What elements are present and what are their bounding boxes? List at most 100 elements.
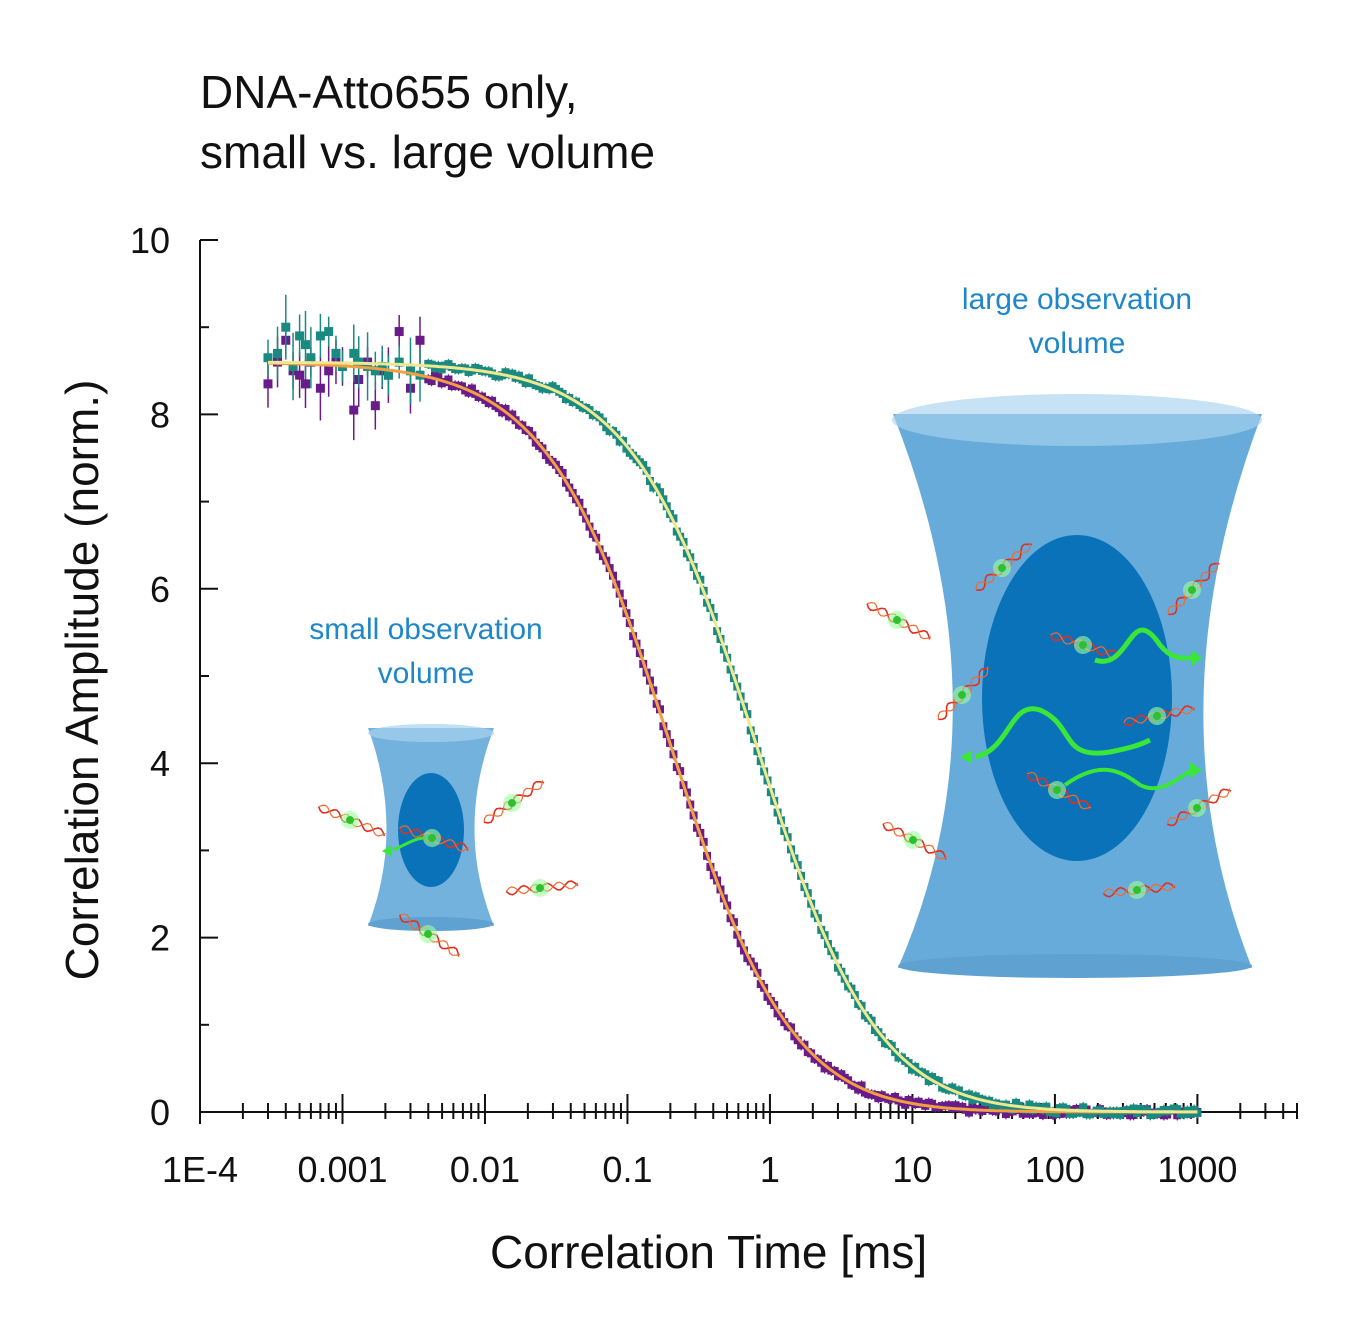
data-point <box>300 379 310 389</box>
fluorophore <box>1079 641 1087 649</box>
dna-molecule <box>1167 561 1220 616</box>
y-tick-label: 10 <box>130 220 170 261</box>
chart-series <box>263 294 1202 1121</box>
data-point <box>377 361 387 371</box>
large-volume-annotation-line-2: volume <box>1028 327 1126 360</box>
data-point <box>394 327 404 337</box>
y-axis-label: Correlation Amplitude (norm.) <box>56 379 108 981</box>
data-point <box>763 992 772 1001</box>
small-volume-annotation: small observation volume <box>278 608 574 696</box>
data-point <box>444 375 453 384</box>
x-axis-label: Correlation Time [ms] <box>490 1226 928 1278</box>
dna-molecule <box>483 780 545 824</box>
y-tick-label: 4 <box>150 743 170 784</box>
data-point <box>295 370 305 380</box>
x-tick-label: 0.001 <box>297 1149 387 1190</box>
x-tick-label: 0.01 <box>450 1149 520 1190</box>
data-point <box>370 401 380 411</box>
data-point <box>281 322 291 332</box>
dna-molecule <box>399 913 461 957</box>
data-point <box>288 361 298 371</box>
chart-title-line-2: small vs. large volume <box>200 126 656 178</box>
dna-molecule <box>1123 705 1195 727</box>
data-point <box>954 1086 963 1095</box>
data-point <box>324 327 334 337</box>
data-point <box>1193 1109 1202 1118</box>
fluorophore <box>958 691 966 699</box>
data-point <box>508 369 517 378</box>
data-point <box>394 357 404 367</box>
dna-molecules <box>317 542 1232 957</box>
data-point <box>315 383 325 393</box>
small-volume-annotation-line-1: small observation <box>309 613 543 646</box>
dna-molecule <box>937 666 990 721</box>
dna-molecule <box>1166 788 1232 827</box>
fluorophore <box>909 836 917 844</box>
data-point <box>558 469 567 478</box>
data-point <box>911 1062 920 1071</box>
data-point <box>315 331 325 341</box>
dna-molecule <box>1026 771 1092 810</box>
data-point <box>488 396 497 405</box>
data-point <box>434 372 443 381</box>
data-point <box>965 1108 974 1117</box>
data-point <box>349 348 359 358</box>
y-tick-label: 6 <box>150 569 170 610</box>
data-point <box>924 1077 933 1086</box>
fluorophore <box>1188 586 1196 594</box>
large-volume-illustration <box>892 394 1262 978</box>
fluorophore <box>1133 886 1141 894</box>
data-point <box>508 410 517 419</box>
data-point <box>405 366 415 376</box>
large-volume-annotation: large observation volume <box>930 278 1224 366</box>
fluorophore <box>1153 712 1161 720</box>
data-point <box>1008 1105 1017 1114</box>
data-point <box>467 384 476 393</box>
x-tick-label: 1000 <box>1157 1149 1237 1190</box>
dna-molecule <box>975 542 1033 591</box>
data-point <box>349 405 359 415</box>
data-point <box>370 366 380 376</box>
data-point <box>921 1070 930 1079</box>
data-point <box>273 348 283 358</box>
data-point <box>656 488 665 497</box>
data-point <box>622 444 631 453</box>
dna-molecule <box>882 821 948 860</box>
small-volume-annotation-line-2: volume <box>377 657 475 690</box>
dna-molecule <box>398 825 470 852</box>
data-point <box>464 388 473 397</box>
data-point <box>1079 1103 1088 1112</box>
data-point <box>1042 1102 1051 1111</box>
data-point <box>427 377 436 386</box>
data-point <box>901 1100 910 1109</box>
data-point <box>1025 1100 1034 1109</box>
x-tick-label: 100 <box>1025 1149 1085 1190</box>
dna-molecule <box>317 804 386 837</box>
data-point <box>331 348 341 358</box>
data-point <box>300 340 310 350</box>
chart-axes: 0 2 4 6 8 10 1E-4 0.001 0.01 0.1 1 10 100 1000 <box>130 220 1298 1190</box>
fluorophore <box>1193 804 1201 812</box>
data-point <box>541 451 550 460</box>
fluorophore <box>998 564 1006 572</box>
dna-molecule <box>505 879 579 897</box>
x-tick-label: 0.1 <box>602 1149 652 1190</box>
data-point <box>295 331 305 341</box>
diffusion-arrows <box>382 627 1202 857</box>
y-tick-label: 2 <box>150 918 170 959</box>
x-tick-label: 10 <box>892 1149 932 1190</box>
fit-line-2 <box>268 360 1198 1114</box>
fluorophore <box>424 930 432 938</box>
data-point <box>521 378 530 387</box>
data-point <box>324 366 334 376</box>
data-point <box>857 1081 866 1090</box>
data-point <box>934 1076 943 1085</box>
large-volume-annotation-line-1: large observation <box>961 283 1193 316</box>
data-point <box>306 353 316 363</box>
fluorophore <box>536 884 544 892</box>
data-point <box>1022 1105 1031 1114</box>
chart-title-line-1: DNA-Atto655 only, <box>200 66 578 118</box>
data-point <box>1173 1105 1182 1114</box>
chart-title: DNA-Atto655 only, small vs. large volume <box>200 62 655 182</box>
fluorophore <box>428 834 436 842</box>
